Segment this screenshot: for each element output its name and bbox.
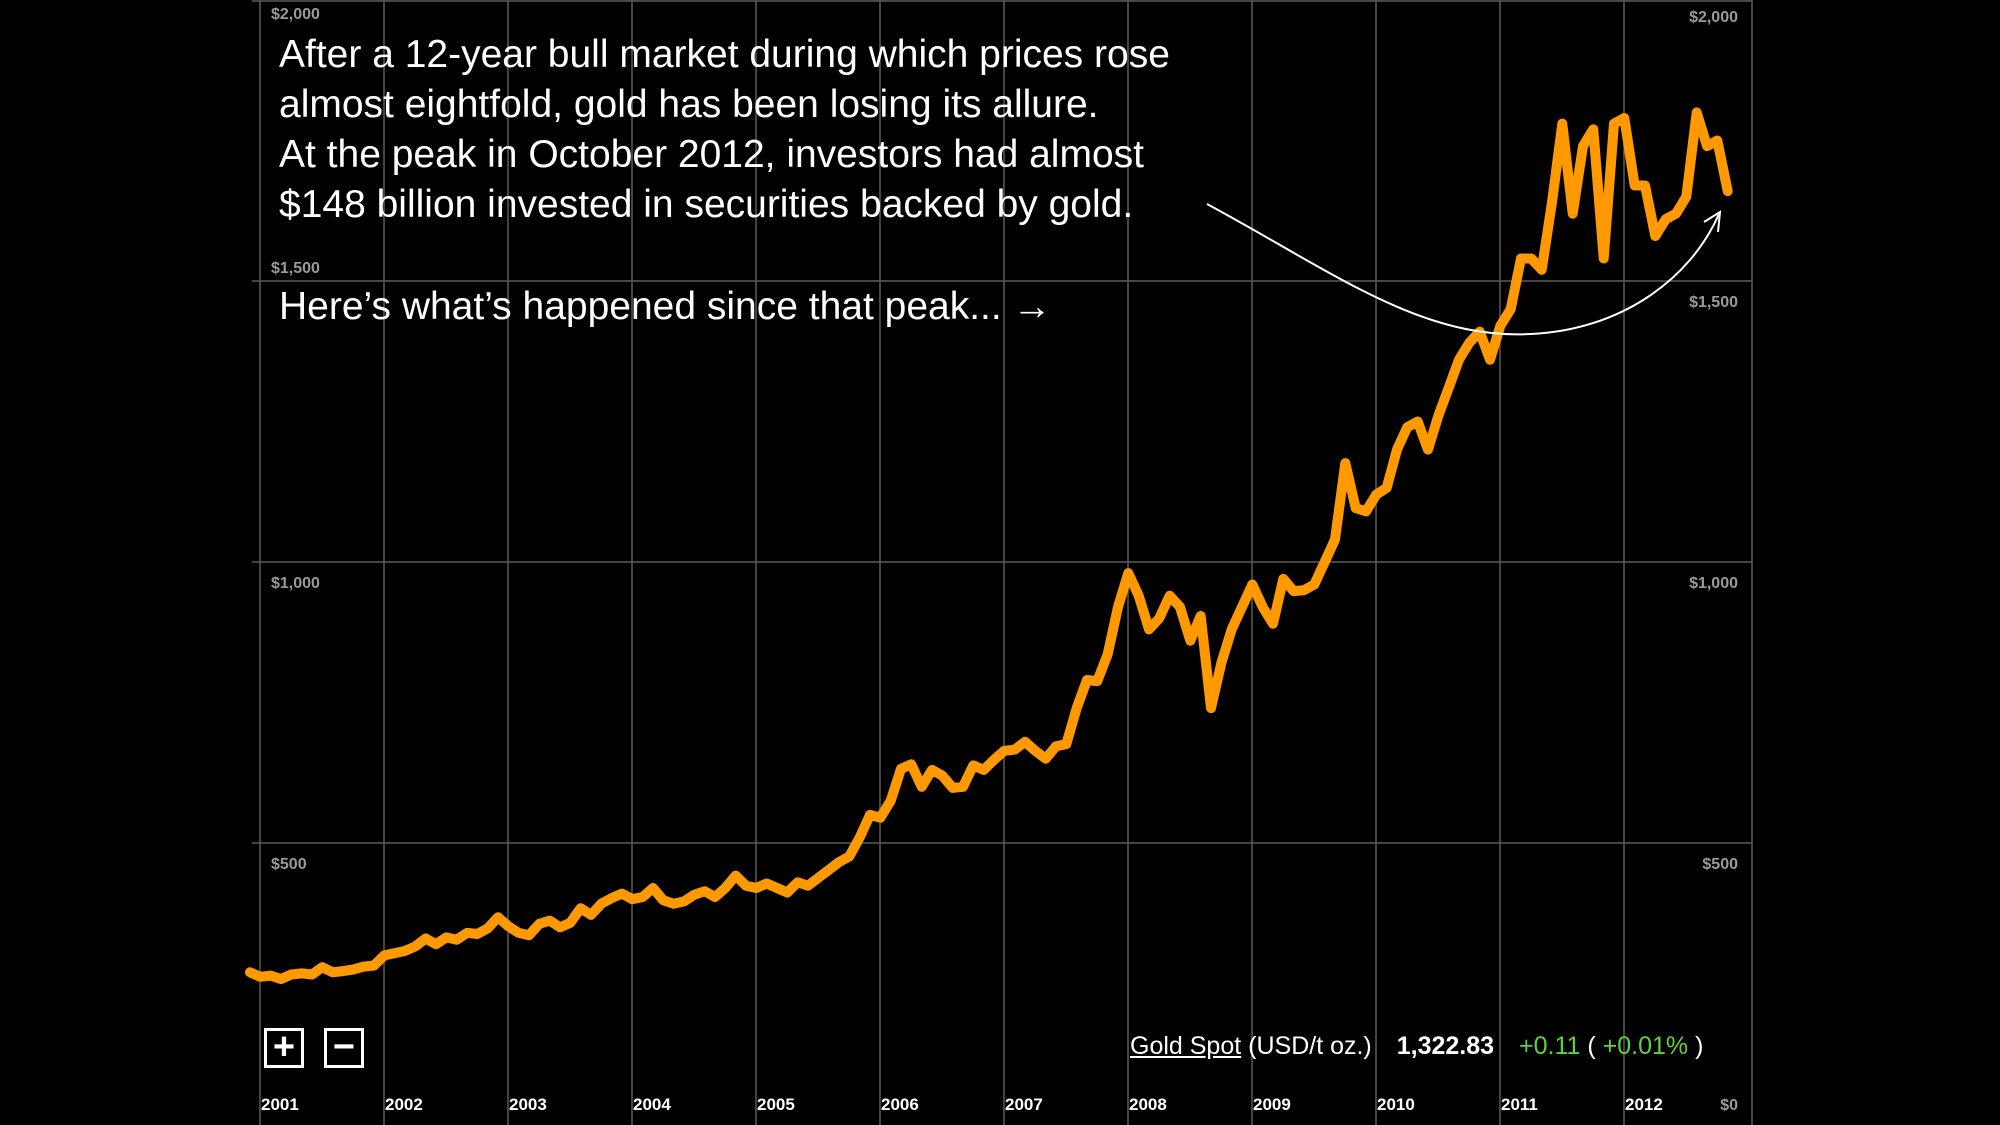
y-tick-label-right: $1,000: [1689, 575, 1738, 592]
x-tick-label: 2007: [1005, 1095, 1043, 1114]
x-axis: 2001 2002 2003 2004 2005 2006 2007 2008 2009 2010…: [261, 1095, 1663, 1114]
y-tick-label-left: $2,000: [271, 6, 320, 23]
y-tick-label-left: $1,500: [271, 260, 320, 277]
intro-line: At the peak in October 2012, investors h…: [279, 133, 1144, 176]
instrument-link[interactable]: Gold Spot: [1130, 1032, 1242, 1060]
zoom-out-button[interactable]: −: [324, 1028, 364, 1068]
paren-close: ): [1695, 1032, 1704, 1060]
y-tick-label-right: $0: [1720, 1097, 1738, 1114]
y-tick-label-right: $2,000: [1689, 9, 1738, 26]
y-axis-left: $2,000 $1,500 $1,000 $500: [271, 6, 320, 873]
y-axis-right: $2,000 $1,500 $1,000 $500 $0: [1689, 9, 1738, 1114]
x-tick-label: 2005: [757, 1095, 795, 1114]
gridlines: [252, 0, 1753, 1125]
current-price: 1,322.83: [1396, 1032, 1495, 1060]
x-tick-label: 2009: [1253, 1095, 1291, 1114]
price-change-percent: +0.01%: [1602, 1032, 1689, 1060]
x-tick-label: 2004: [633, 1095, 671, 1114]
x-tick-label: 2010: [1377, 1095, 1415, 1114]
annotation-arrow: [1206, 203, 1722, 336]
gold-price-line: [245, 107, 1733, 984]
x-tick-label: 2008: [1129, 1095, 1167, 1114]
x-tick-label: 2003: [509, 1095, 547, 1114]
continue-link[interactable]: Here’s what’s happened since that peak..…: [279, 285, 1052, 328]
x-tick-label: 2012: [1625, 1095, 1663, 1114]
y-tick-label-left: $1,000: [271, 575, 320, 592]
y-tick-label-right: $1,500: [1689, 294, 1738, 311]
price-quote: Gold Spot (USD/t oz.) 1,322.83 +0.11 ( +…: [1130, 1032, 1703, 1061]
paren-open: (: [1587, 1032, 1596, 1060]
unit-label: (USD/t oz.): [1248, 1032, 1372, 1060]
intro-line: almost eightfold, gold has been losing i…: [279, 83, 1099, 126]
y-tick-label-left: $500: [271, 856, 307, 873]
x-tick-label: 2001: [261, 1095, 299, 1114]
price-change: +0.11: [1519, 1032, 1581, 1060]
intro-text: After a 12-year bull market during which…: [279, 30, 1279, 230]
x-tick-label: 2006: [881, 1095, 919, 1114]
intro-line: $148 billion invested in securities back…: [279, 183, 1134, 226]
x-tick-label: 2011: [1501, 1095, 1538, 1114]
x-tick-label: 2002: [385, 1095, 423, 1114]
y-tick-label-right: $500: [1702, 856, 1738, 873]
intro-line: After a 12-year bull market during which…: [279, 33, 1170, 76]
zoom-in-button[interactable]: +: [264, 1028, 304, 1068]
